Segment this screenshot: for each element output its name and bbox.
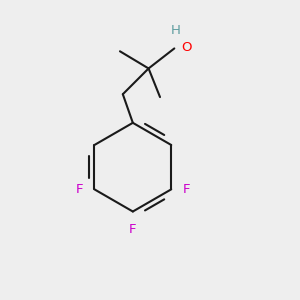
Text: O: O xyxy=(182,40,192,53)
Text: F: F xyxy=(183,183,190,196)
Text: F: F xyxy=(129,223,136,236)
Text: H: H xyxy=(171,24,181,37)
Text: F: F xyxy=(76,183,83,196)
